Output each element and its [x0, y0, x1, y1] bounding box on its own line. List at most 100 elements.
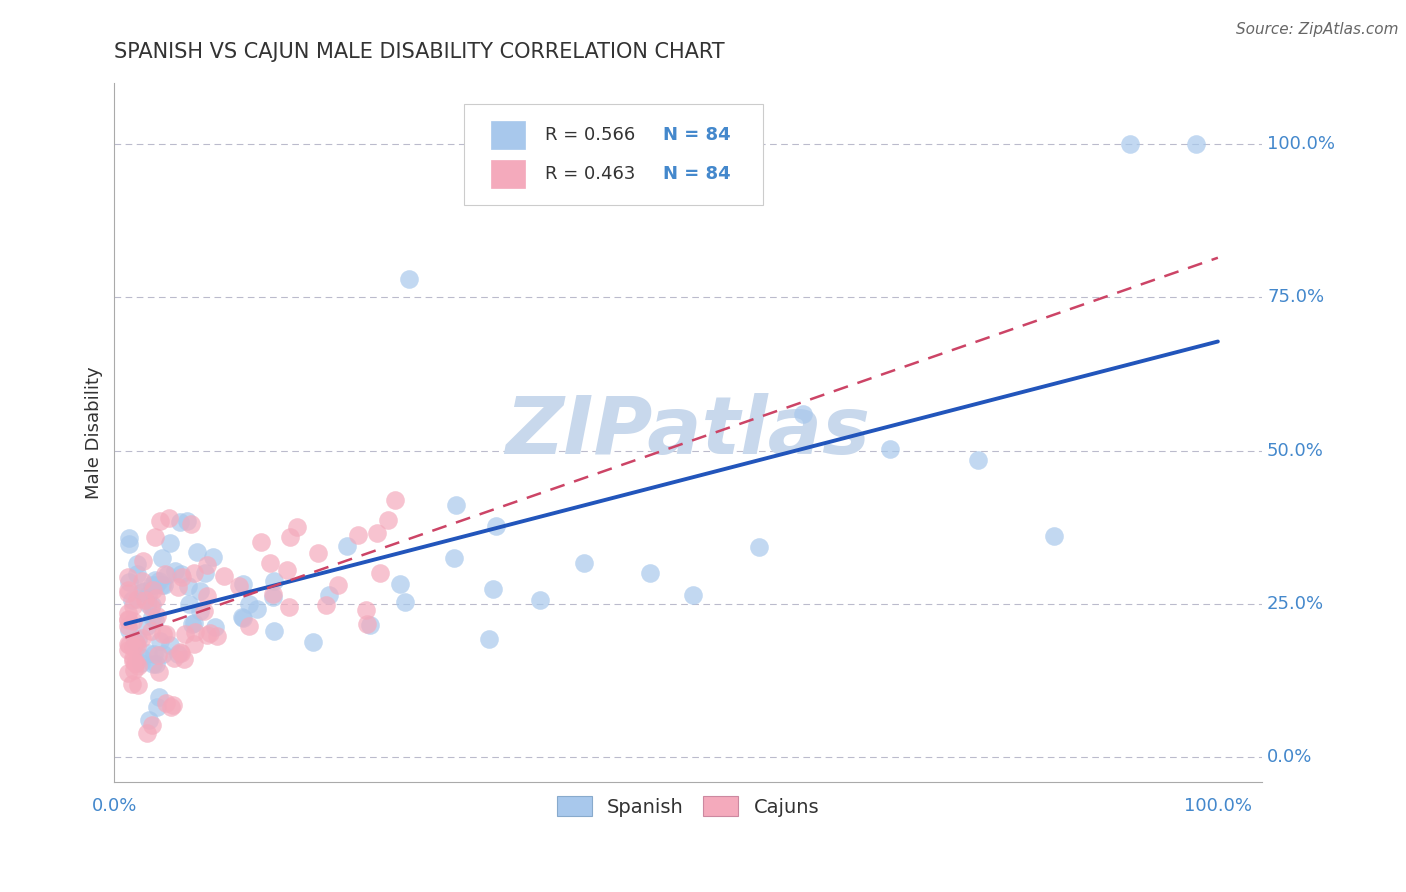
- Text: R = 0.566: R = 0.566: [544, 126, 636, 145]
- Point: [134, 592, 156, 607]
- Point: [195, 589, 218, 603]
- Point: [177, 597, 200, 611]
- Point: [117, 666, 139, 681]
- Point: [138, 714, 160, 728]
- Point: [202, 549, 225, 564]
- Point: [231, 610, 253, 624]
- Point: [183, 637, 205, 651]
- Point: [238, 597, 260, 611]
- Point: [1185, 137, 1208, 152]
- Point: [155, 566, 177, 581]
- Point: [122, 663, 145, 677]
- Point: [156, 567, 179, 582]
- Point: [121, 677, 143, 691]
- Point: [186, 545, 208, 559]
- Text: N = 84: N = 84: [662, 165, 730, 183]
- Point: [307, 546, 329, 560]
- Point: [132, 584, 155, 599]
- Text: Source: ZipAtlas.com: Source: ZipAtlas.com: [1236, 22, 1399, 37]
- Point: [129, 657, 152, 671]
- Point: [966, 453, 988, 467]
- Point: [145, 591, 167, 605]
- Point: [127, 639, 149, 653]
- Point: [170, 646, 193, 660]
- Point: [127, 678, 149, 692]
- Point: [117, 637, 139, 651]
- Point: [748, 541, 770, 555]
- Point: [143, 614, 166, 628]
- Point: [127, 557, 149, 571]
- Bar: [491, 160, 524, 187]
- Point: [238, 618, 260, 632]
- Point: [157, 511, 180, 525]
- Point: [143, 573, 166, 587]
- Point: [188, 604, 211, 618]
- Point: [879, 442, 901, 457]
- Text: 75.0%: 75.0%: [1267, 288, 1324, 306]
- Point: [127, 632, 149, 646]
- Point: [141, 717, 163, 731]
- Point: [136, 725, 159, 739]
- Point: [122, 654, 145, 668]
- Point: [368, 566, 391, 580]
- Point: [117, 613, 139, 627]
- Point: [125, 656, 148, 670]
- Point: [188, 584, 211, 599]
- Point: [169, 645, 191, 659]
- Legend: Spanish, Cajuns: Spanish, Cajuns: [548, 789, 827, 824]
- Point: [117, 570, 139, 584]
- Point: [394, 595, 416, 609]
- Point: [143, 531, 166, 545]
- Point: [195, 558, 218, 572]
- Point: [443, 550, 465, 565]
- Point: [142, 583, 165, 598]
- Point: [328, 578, 350, 592]
- Point: [263, 624, 285, 639]
- Point: [228, 579, 250, 593]
- Point: [142, 657, 165, 671]
- Point: [180, 616, 202, 631]
- Point: [529, 593, 551, 607]
- Point: [139, 599, 162, 614]
- Point: [638, 566, 661, 580]
- Point: [160, 700, 183, 714]
- Point: [148, 574, 170, 589]
- Point: [145, 657, 167, 672]
- Point: [356, 603, 378, 617]
- Text: R = 0.463: R = 0.463: [544, 165, 636, 183]
- Point: [263, 574, 285, 589]
- Point: [148, 690, 170, 704]
- Point: [136, 597, 159, 611]
- Point: [207, 629, 229, 643]
- FancyBboxPatch shape: [464, 103, 762, 205]
- Point: [163, 651, 186, 665]
- Point: [204, 620, 226, 634]
- Point: [125, 567, 148, 582]
- Point: [153, 578, 176, 592]
- Point: [146, 608, 169, 623]
- Point: [146, 699, 169, 714]
- Point: [167, 580, 190, 594]
- Point: [177, 579, 200, 593]
- Text: 50.0%: 50.0%: [1267, 442, 1324, 459]
- Point: [129, 650, 152, 665]
- Point: [485, 519, 508, 533]
- Text: ZIPatlas: ZIPatlas: [506, 393, 870, 471]
- Point: [315, 599, 337, 613]
- Text: SPANISH VS CAJUN MALE DISABILITY CORRELATION CHART: SPANISH VS CAJUN MALE DISABILITY CORRELA…: [114, 42, 725, 62]
- Point: [118, 531, 141, 545]
- Point: [131, 585, 153, 599]
- Point: [149, 514, 172, 528]
- Text: 100.0%: 100.0%: [1267, 135, 1336, 153]
- Point: [152, 626, 174, 640]
- Point: [142, 647, 165, 661]
- Point: [117, 619, 139, 633]
- Point: [682, 588, 704, 602]
- Point: [121, 592, 143, 607]
- Point: [117, 606, 139, 620]
- Point: [481, 582, 503, 597]
- Text: 25.0%: 25.0%: [1267, 595, 1324, 613]
- Point: [366, 526, 388, 541]
- Point: [117, 612, 139, 626]
- Point: [118, 537, 141, 551]
